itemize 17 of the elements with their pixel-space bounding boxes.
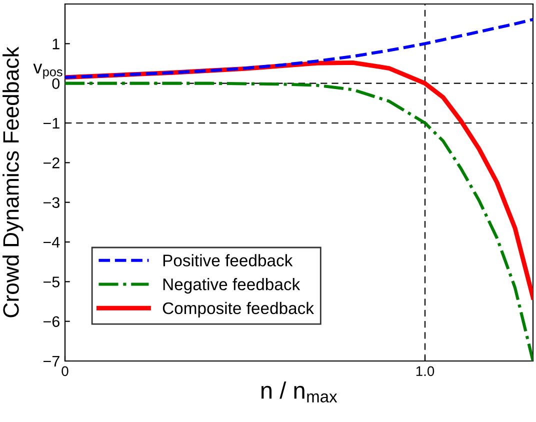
legend-label: Negative feedback	[163, 278, 300, 294]
legend-label: Composite feedback	[162, 302, 314, 318]
y-tick-label: −1	[43, 118, 60, 129]
y-tick-label: −2	[43, 158, 60, 168]
x-axis-title: n / n$_{max}$	[261, 381, 338, 402]
y-tick-label: −5	[43, 276, 60, 288]
y-axis-title: Crowd Dynamics Feedback	[2, 46, 24, 318]
y-tick-label: 1	[52, 38, 60, 50]
y-tick-label: −7	[43, 356, 60, 367]
line-series	[65, 18, 533, 79]
text: v$_{pos}$	[33, 64, 62, 79]
legend-label: Positive feedback	[163, 254, 293, 266]
y-tick-label: 0	[52, 78, 60, 90]
y-tick-label: −3	[43, 197, 60, 208]
y-tick-label: −6	[43, 316, 60, 328]
x-tick-label: 1.0	[416, 366, 434, 376]
y-tick-label: −4	[43, 237, 60, 248]
